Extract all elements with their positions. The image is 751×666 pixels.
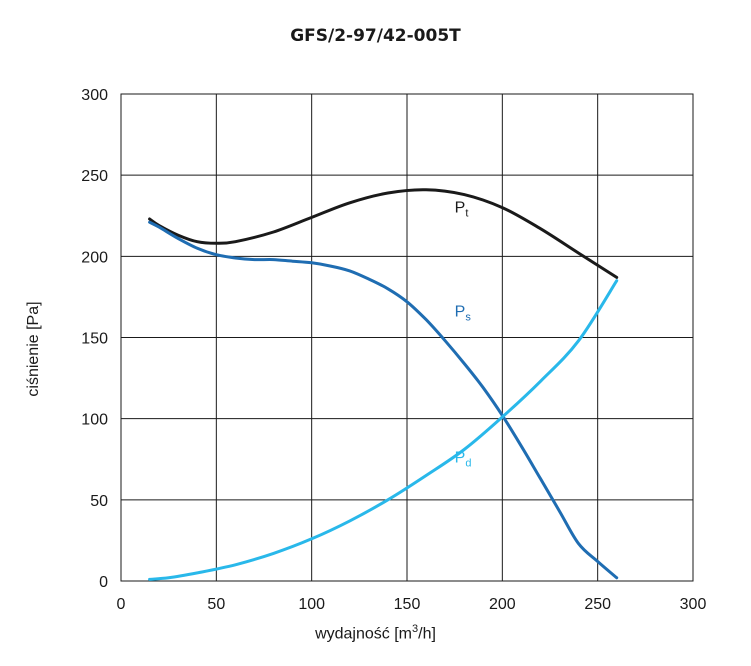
series-label-pd: Pd — [455, 449, 472, 469]
y-tick-label: 200 — [81, 249, 108, 266]
y-tick-label: 150 — [81, 331, 108, 348]
x-tick-label: 0 — [117, 596, 126, 613]
x-tick-label: 200 — [489, 596, 516, 613]
series-label-ps: Ps — [455, 303, 472, 323]
series-label-base: P — [455, 303, 466, 320]
x-axis-label: wydajność [m3/h] — [0, 623, 751, 643]
series-line-pd — [148, 279, 619, 581]
series-label-pt: Pt — [455, 200, 469, 220]
y-tick-label: 250 — [81, 168, 108, 185]
series-line-pt — [148, 188, 619, 279]
y-tick-label: 50 — [90, 493, 108, 510]
x-axis-label-suffix: /h] — [418, 625, 436, 643]
x-tick-label: 150 — [394, 596, 421, 613]
series-label-subscript: s — [465, 311, 471, 323]
y-tick-label: 300 — [81, 87, 108, 104]
x-tick-label: 300 — [680, 596, 707, 613]
series-label-base: P — [455, 449, 466, 466]
y-tick-label: 0 — [99, 574, 108, 591]
y-tick-label: 100 — [81, 412, 108, 429]
series-label-subscript: t — [465, 208, 468, 220]
series-line-ps — [148, 220, 619, 580]
x-axis-label-superscript: 3 — [412, 623, 419, 635]
plot-frame — [120, 93, 694, 582]
x-tick-label: 100 — [298, 596, 325, 613]
series-label-base: P — [455, 200, 466, 217]
series-label-subscript: d — [465, 457, 471, 469]
x-tick-label: 250 — [584, 596, 611, 613]
chart-title: GFS/2-97/42-005T — [290, 26, 461, 46]
x-axis-label-prefix: wydajność [m — [315, 625, 412, 643]
x-tick-label: 50 — [207, 596, 225, 613]
